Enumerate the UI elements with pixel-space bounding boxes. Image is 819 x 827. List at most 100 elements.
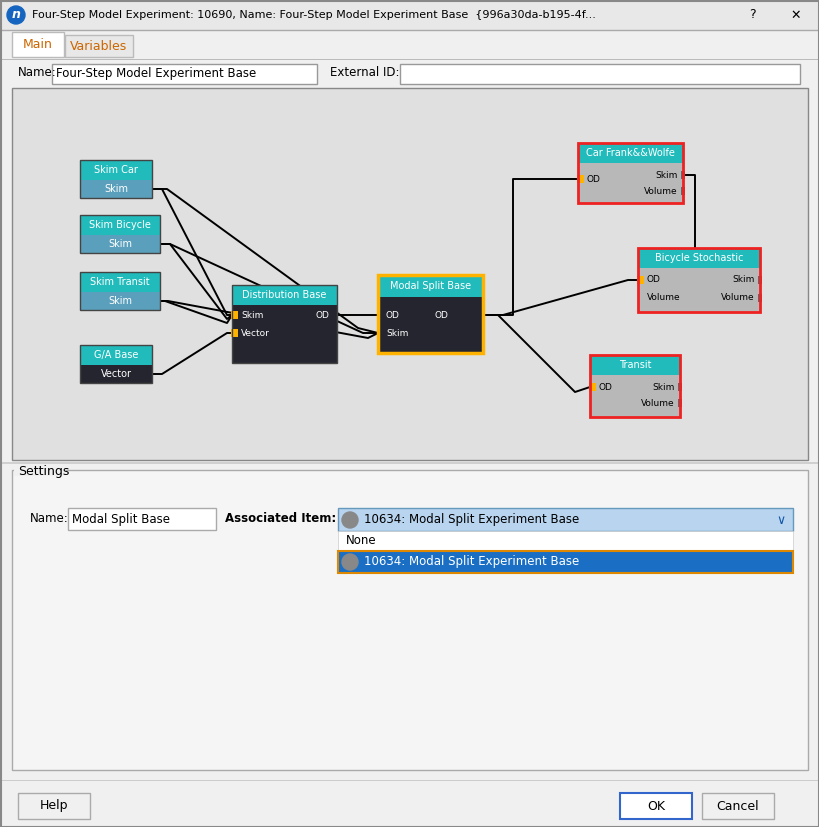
Bar [590, 355, 679, 375]
Bar [232, 285, 337, 363]
Text: Skim: Skim [731, 275, 754, 284]
Text: OD: OD [314, 310, 328, 319]
Text: Modal Split Base: Modal Split Base [72, 513, 170, 525]
Text: Volume: Volume [640, 399, 674, 408]
Text: Modal Split Base: Modal Split Base [390, 281, 470, 291]
Bar [80, 365, 152, 383]
Text: ∨: ∨ [776, 514, 785, 527]
Bar [337, 551, 792, 573]
Text: OD: OD [586, 174, 600, 184]
Text: Skim: Skim [652, 383, 674, 391]
Text: Skim: Skim [655, 170, 677, 179]
Bar [0, 781, 819, 827]
Text: OK: OK [646, 800, 664, 812]
Text: 10634: Modal Split Experiment Base: 10634: Modal Split Experiment Base [364, 556, 578, 568]
Text: Skim: Skim [386, 328, 408, 337]
Bar [701, 793, 773, 819]
Text: Skim: Skim [108, 239, 132, 249]
Text: ?: ? [748, 8, 754, 22]
Bar [637, 248, 759, 268]
Bar [12, 32, 64, 57]
Bar [12, 470, 807, 770]
Text: Four-Step Model Experiment Base: Four-Step Model Experiment Base [56, 68, 256, 80]
Text: Transit: Transit [618, 360, 650, 370]
Bar [400, 64, 799, 84]
Text: OD: OD [598, 383, 612, 391]
Bar [337, 531, 792, 551]
Bar [80, 215, 160, 253]
Bar [0, 60, 819, 62]
Text: Distribution Base: Distribution Base [242, 290, 326, 300]
Bar [378, 297, 482, 353]
Bar [0, 59, 819, 60]
Text: Car Frank&&Wolfe: Car Frank&&Wolfe [586, 148, 674, 158]
Text: Main: Main [23, 39, 53, 51]
Text: Skim: Skim [104, 184, 128, 194]
Bar [80, 180, 152, 198]
Bar [680, 187, 684, 195]
Bar [80, 272, 160, 292]
Bar [677, 399, 681, 407]
Bar [590, 355, 679, 417]
Bar [80, 345, 152, 383]
Bar [68, 508, 215, 530]
Bar [14, 468, 66, 476]
Text: Skim: Skim [241, 310, 263, 319]
Bar [0, 780, 819, 781]
Text: Associated Item:: Associated Item: [224, 512, 336, 524]
Text: Skim: Skim [108, 296, 132, 306]
Text: G/A Base: G/A Base [93, 350, 138, 360]
Bar [80, 272, 160, 310]
Bar [637, 268, 759, 312]
Text: Cancel: Cancel [716, 800, 758, 812]
Circle shape [7, 6, 25, 24]
Text: Name:: Name: [30, 512, 69, 524]
Text: Help: Help [39, 800, 68, 812]
Text: OD: OD [386, 310, 400, 319]
Bar [80, 292, 160, 310]
Text: 10634: Modal Split Experiment Base: 10634: Modal Split Experiment Base [364, 514, 578, 527]
Circle shape [342, 512, 358, 528]
Text: Vector: Vector [241, 328, 269, 337]
Text: Name:: Name: [18, 66, 57, 79]
Text: Volume: Volume [721, 294, 754, 303]
Text: n: n [11, 8, 20, 22]
Bar [577, 175, 583, 183]
Bar [378, 275, 482, 297]
Text: Vector: Vector [101, 369, 131, 379]
Text: ✕: ✕ [790, 8, 800, 22]
Bar [636, 276, 643, 284]
Text: External ID:: External ID: [329, 66, 399, 79]
Text: Bicycle Stochastic: Bicycle Stochastic [654, 253, 742, 263]
Bar [677, 383, 681, 391]
Bar [0, 30, 819, 60]
Bar [18, 793, 90, 819]
Bar [588, 383, 595, 391]
Text: Skim Car: Skim Car [94, 165, 138, 175]
Bar [637, 248, 759, 312]
Text: Settings: Settings [18, 466, 70, 479]
Bar [378, 275, 482, 353]
Bar [80, 160, 152, 198]
Bar [231, 329, 238, 337]
Text: OD: OD [646, 275, 660, 284]
Bar [65, 35, 133, 57]
Bar [577, 143, 682, 163]
Bar [80, 160, 152, 180]
Bar [232, 305, 337, 363]
Circle shape [342, 554, 358, 570]
Bar [52, 64, 317, 84]
Bar [577, 143, 682, 203]
Bar [12, 88, 807, 460]
Bar [80, 235, 160, 253]
Bar [757, 294, 761, 302]
Bar [680, 171, 684, 179]
Bar [757, 276, 761, 284]
Text: OD: OD [434, 310, 448, 319]
Bar [337, 508, 792, 531]
Text: Volume: Volume [646, 294, 680, 303]
Bar [577, 163, 682, 203]
Bar [619, 793, 691, 819]
Text: Volume: Volume [644, 187, 677, 195]
Bar [80, 345, 152, 365]
